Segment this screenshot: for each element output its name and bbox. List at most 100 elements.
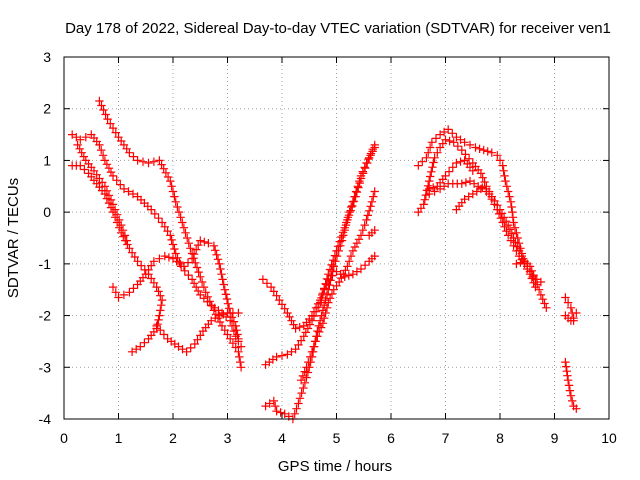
- data-point: [565, 386, 575, 395]
- data-point: [211, 246, 220, 255]
- series-18: [561, 311, 578, 325]
- data-point: [222, 294, 232, 304]
- series-5: [152, 308, 243, 356]
- data-point: [529, 278, 538, 287]
- data-point: [370, 251, 379, 261]
- data-point: [303, 368, 313, 377]
- data-point: [233, 330, 242, 339]
- data-point: [444, 125, 453, 134]
- data-point: [429, 158, 438, 167]
- data-point: [213, 255, 223, 264]
- data-point: [508, 213, 518, 222]
- data-point: [504, 231, 513, 240]
- data-point: [505, 192, 514, 201]
- data-point: [114, 293, 123, 302]
- data-point: [220, 285, 229, 294]
- data-point: [490, 200, 499, 209]
- series-6: [258, 251, 379, 333]
- x-axis-label: GPS time / hours: [278, 458, 392, 475]
- data-point: [118, 226, 128, 235]
- data-point: [356, 264, 366, 274]
- data-point: [304, 357, 313, 367]
- data-point: [370, 187, 379, 196]
- data-point: [327, 271, 336, 280]
- data-point: [509, 218, 518, 227]
- data-point: [510, 223, 520, 232]
- data-point: [262, 279, 272, 288]
- data-point: [179, 262, 189, 271]
- data-point: [307, 347, 317, 356]
- data-point: [427, 138, 437, 147]
- data-point: [156, 326, 165, 335]
- data-point: [157, 218, 167, 227]
- data-point: [348, 201, 357, 211]
- data-point: [370, 226, 379, 235]
- series-10: [365, 226, 379, 240]
- series-8: [261, 140, 379, 424]
- data-point: [149, 278, 159, 287]
- data-point: [369, 192, 378, 201]
- data-point: [196, 331, 205, 340]
- data-point: [216, 264, 225, 274]
- data-point: [218, 275, 227, 284]
- data-point: [280, 304, 289, 313]
- data-point: [327, 289, 337, 299]
- data-point: [423, 181, 433, 190]
- data-point: [223, 330, 232, 339]
- data-point: [231, 321, 240, 331]
- data-point: [370, 140, 379, 150]
- data-point: [355, 178, 364, 188]
- data-point: [186, 343, 195, 353]
- data-point: [487, 195, 496, 204]
- data-point: [181, 228, 190, 237]
- data-point: [512, 259, 521, 269]
- data-point: [159, 330, 169, 339]
- data-point: [178, 218, 187, 227]
- x-tick-label: 10: [601, 430, 617, 446]
- data-point: [119, 290, 129, 300]
- data-point: [441, 135, 450, 144]
- data-point: [324, 298, 333, 307]
- data-point: [478, 173, 487, 182]
- data-point: [160, 251, 169, 261]
- data-point: [147, 205, 156, 214]
- data-point: [197, 277, 207, 287]
- y-tick-label: -1: [39, 256, 52, 272]
- data-point: [236, 342, 246, 351]
- data-point: [456, 157, 465, 166]
- data-point: [536, 277, 546, 287]
- series-13: [425, 156, 477, 194]
- data-point: [322, 274, 332, 284]
- data-point: [191, 258, 200, 267]
- data-point: [215, 311, 224, 320]
- data-point: [180, 266, 189, 275]
- data-point: [487, 148, 496, 157]
- data-point: [234, 334, 243, 343]
- data-point: [277, 300, 287, 309]
- data-point: [483, 147, 492, 156]
- data-point: [329, 262, 338, 271]
- data-point: [226, 316, 235, 325]
- x-tick-label: 8: [496, 430, 504, 446]
- data-point: [502, 182, 511, 191]
- data-point: [103, 114, 112, 124]
- data-point: [340, 226, 349, 235]
- series-9: [296, 187, 379, 385]
- data-point: [568, 396, 577, 406]
- data-point: [362, 215, 371, 225]
- ticks: [63, 56, 610, 420]
- data-point: [445, 136, 454, 146]
- data-point: [311, 337, 320, 346]
- x-tick-label: 3: [224, 430, 232, 446]
- data-point: [217, 321, 227, 331]
- data-point: [223, 299, 233, 308]
- data-point: [309, 312, 319, 321]
- data-point: [499, 166, 508, 175]
- data-point: [322, 290, 332, 300]
- data-point: [144, 158, 153, 168]
- data-point: [425, 189, 434, 199]
- data-point: [366, 149, 376, 158]
- data-point: [346, 251, 356, 261]
- data-point: [184, 270, 193, 280]
- data-point: [104, 191, 114, 200]
